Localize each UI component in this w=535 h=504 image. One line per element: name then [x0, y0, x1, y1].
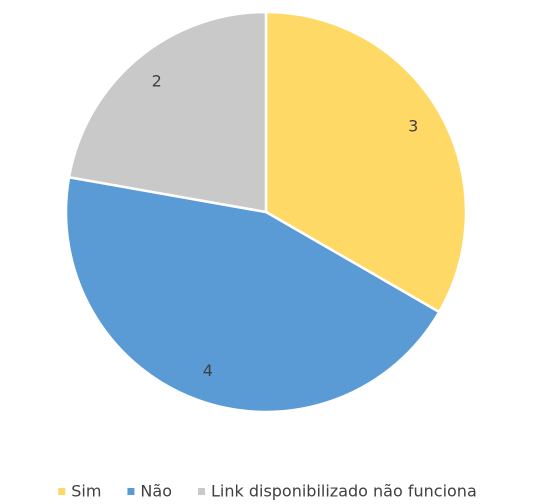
- legend-marker: [197, 488, 205, 495]
- data-label: 2: [152, 71, 162, 90]
- pie-slice: [67, 10, 268, 214]
- pie-slice: [64, 175, 441, 414]
- legend-marker: [127, 488, 135, 495]
- legend-label: Link disponibilizado não funciona: [211, 482, 477, 501]
- data-label: 3: [408, 117, 418, 136]
- data-label: 4: [203, 361, 213, 380]
- pie-slice: [264, 10, 468, 314]
- legend-label: Não: [140, 482, 172, 501]
- legend-label: Sim: [71, 482, 101, 501]
- legend-marker: [58, 488, 66, 495]
